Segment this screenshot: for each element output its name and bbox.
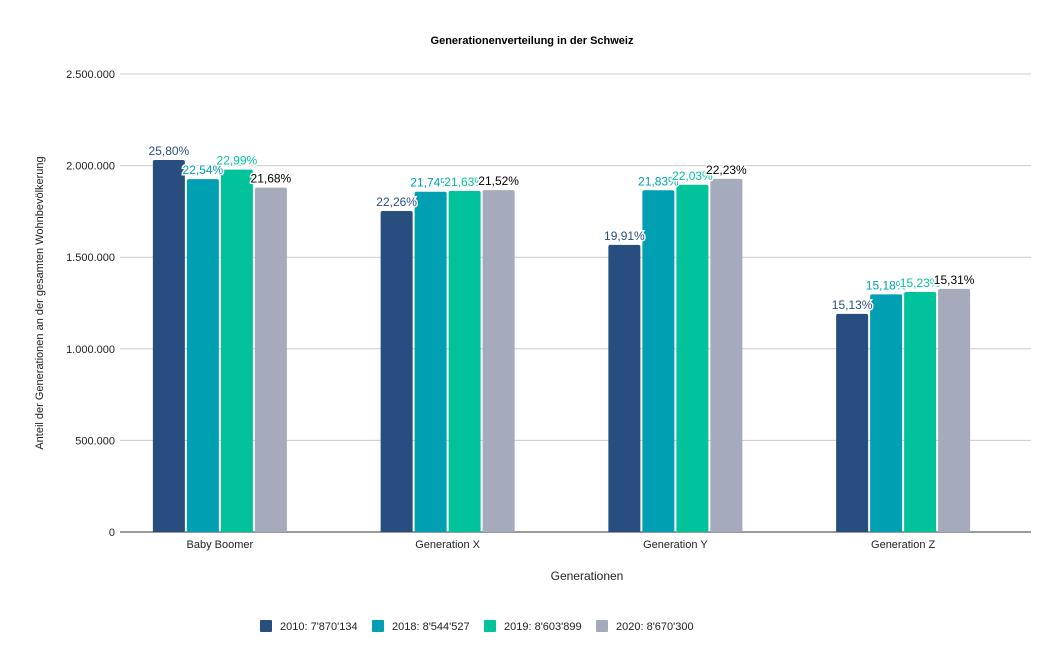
bar (448, 191, 481, 532)
x-tick-label: Baby Boomer (187, 539, 254, 551)
y-tick-label: 1.000.000 (66, 344, 115, 356)
bar (152, 160, 185, 533)
bar (482, 190, 515, 533)
x-tick-label: Generation Y (643, 539, 708, 551)
x-axis-label: Generationen (551, 569, 624, 583)
bar (220, 169, 253, 532)
data-label: 15,13% (832, 298, 873, 312)
y-tick-label: 2.500.000 (66, 69, 115, 81)
legend-swatch (372, 620, 384, 632)
data-label: 25,80% (149, 144, 190, 158)
y-axis-label: Anteil der Generationen an der gesamten … (34, 156, 46, 449)
data-label: 22,54% (183, 163, 224, 177)
data-label: 22,23% (706, 163, 747, 177)
data-label: 21,68% (251, 172, 292, 186)
data-label: 15,18% (866, 278, 907, 292)
x-tick-label: Generation X (415, 539, 480, 551)
data-label: 15,31% (934, 273, 975, 287)
bar (414, 191, 447, 532)
chart-title: Generationenverteilung in der Schweiz (431, 35, 634, 47)
bar (380, 211, 413, 532)
legend-swatch (484, 620, 496, 632)
data-label: 21,63% (444, 175, 485, 189)
legend-swatch (596, 620, 608, 632)
y-tick-label: 0 (109, 527, 115, 539)
legend-swatch (260, 620, 272, 632)
data-label: 22,03% (672, 169, 713, 183)
data-label: 21,83% (638, 174, 679, 188)
bar (642, 190, 675, 532)
bar (608, 244, 641, 532)
legend-label: 2019: 8'603'899 (504, 621, 582, 633)
data-label: 21,74% (410, 176, 451, 190)
y-tick-label: 500.000 (75, 435, 115, 447)
legend-label: 2010: 7'870'134 (280, 621, 358, 633)
bar (254, 187, 287, 532)
bar (938, 288, 971, 532)
y-tick-label: 1.500.000 (66, 252, 115, 264)
y-tick-label: 2.000.000 (66, 161, 115, 173)
data-label: 15,23% (900, 276, 941, 290)
bar (186, 179, 219, 532)
data-label: 22,99% (217, 154, 258, 168)
bar (904, 291, 937, 532)
bar (836, 313, 869, 532)
legend-label: 2020: 8'670'300 (616, 621, 694, 633)
bar (710, 178, 743, 532)
data-label: 21,52% (478, 174, 519, 188)
bar (676, 184, 709, 533)
data-label: 19,91% (604, 229, 645, 243)
bar (870, 294, 903, 532)
x-tick-label: Generation Z (871, 539, 935, 551)
legend-label: 2018: 8'544'527 (392, 621, 470, 633)
data-label: 22,26% (376, 195, 417, 209)
